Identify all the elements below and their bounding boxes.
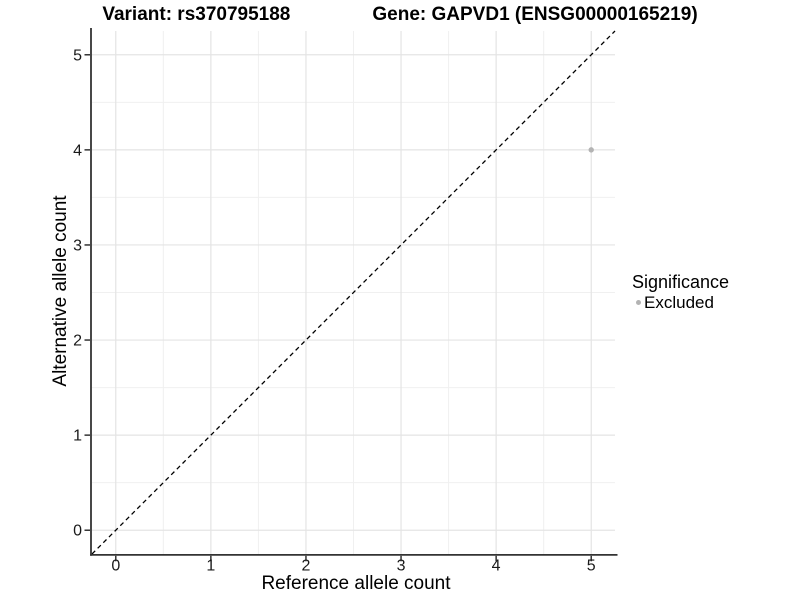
y-tick-label: 2 xyxy=(73,333,82,350)
x-tick-label: 2 xyxy=(302,558,311,575)
plot-title-variant: Variant: rs370795188 xyxy=(102,4,291,25)
legend-item-label: Excluded xyxy=(644,293,714,312)
y-tick-label: 1 xyxy=(73,428,82,445)
y-axis-label: Alternative allele count xyxy=(50,195,71,387)
excluded-point-icon xyxy=(635,300,641,305)
x-tick-label: 4 xyxy=(492,558,501,575)
y-tick-label: 5 xyxy=(73,47,82,64)
y-tick-label: 3 xyxy=(73,237,82,254)
x-tick-label: 5 xyxy=(587,558,596,575)
legend-title: Significance xyxy=(632,272,730,292)
data-point xyxy=(588,147,594,153)
y-tick-label: 0 xyxy=(73,523,82,540)
plot-title-gene: Gene: GAPVD1 (ENSG00000165219) xyxy=(372,4,698,25)
x-tick-label: 3 xyxy=(397,558,406,575)
y-tick-label: 4 xyxy=(73,142,82,159)
plot-title: Variant: rs370795188 Gene: GAPVD1 (ENSG0… xyxy=(0,3,800,27)
legend-item-excluded: Excluded xyxy=(632,293,729,312)
diagonal-reference-line xyxy=(91,30,616,555)
x-tick-label: 1 xyxy=(206,558,215,575)
x-tick-label: 0 xyxy=(111,558,120,575)
legend-key xyxy=(632,300,644,305)
legend: Significance Excluded xyxy=(632,271,729,312)
x-axis-label: Reference allele count xyxy=(261,573,451,594)
